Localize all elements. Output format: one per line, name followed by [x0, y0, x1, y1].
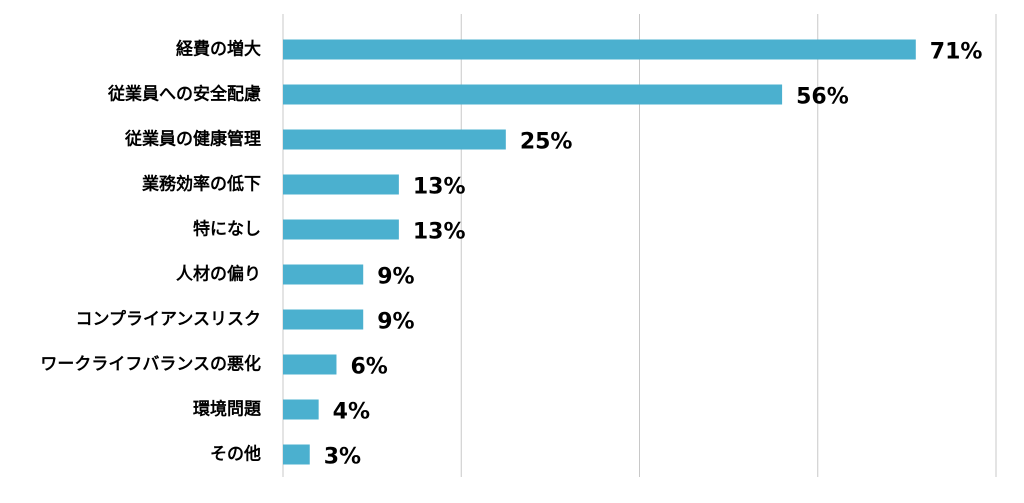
bar [283, 129, 506, 150]
y-tick-label: 業務効率の低下 [142, 174, 261, 195]
bar [283, 354, 337, 375]
value-label: 6% [350, 355, 387, 380]
y-tick-label: ワークライフバランスの悪化 [40, 354, 261, 375]
value-label: 56% [796, 85, 849, 110]
bar [283, 174, 399, 195]
value-label: 3% [324, 445, 361, 470]
value-label: 4% [333, 400, 370, 425]
value-label: 25% [520, 130, 573, 155]
bar [283, 39, 916, 60]
value-label: 13% [413, 175, 466, 200]
bar [283, 84, 783, 105]
value-label: 9% [377, 310, 414, 335]
bar [283, 309, 364, 330]
y-tick-label: コンプライアンスリスク [76, 309, 261, 330]
y-tick-label: 特になし [193, 219, 261, 240]
y-tick-label: 人材の偏り [176, 264, 261, 285]
y-tick-label: その他 [210, 444, 261, 465]
bar [283, 399, 319, 420]
value-label: 9% [377, 265, 414, 290]
value-label: 71% [930, 40, 983, 65]
bar [283, 444, 310, 465]
y-tick-label: 経費の増大 [176, 39, 261, 60]
y-tick-label: 従業員の健康管理 [124, 129, 261, 150]
y-tick-label: 環境問題 [193, 399, 262, 420]
value-label: 13% [413, 220, 466, 245]
bar [283, 264, 364, 285]
y-tick-label: 従業員への安全配慮 [107, 84, 261, 105]
bar [283, 219, 399, 240]
